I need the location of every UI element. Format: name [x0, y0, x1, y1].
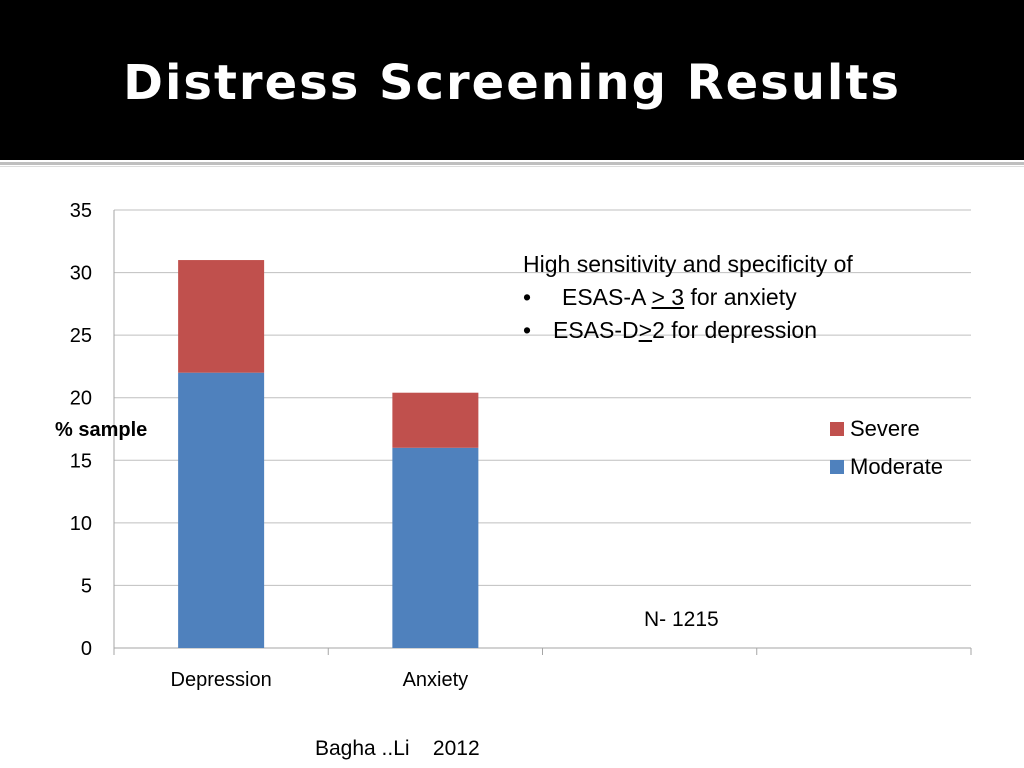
- esas-a-suffix: for anxiety: [684, 284, 797, 310]
- y-tick-label: 25: [70, 325, 92, 347]
- esas-a-threshold: > 3: [651, 284, 685, 310]
- y-tick-label: 15: [70, 450, 92, 472]
- legend-label: Severe: [850, 416, 920, 441]
- sample-size: N- 1215: [644, 608, 719, 631]
- title-bar: Distress Screening Results: [0, 0, 1024, 160]
- esas-d-operator: >: [638, 317, 653, 343]
- chart-legend: Severe Moderate: [830, 410, 943, 486]
- slide-title: Distress Screening Results: [123, 55, 901, 111]
- note-heading: High sensitivity and specificity of: [523, 251, 853, 277]
- sensitivity-note: High sensitivity and specificity of • ESA…: [523, 248, 853, 347]
- x-tick-label: Anxiety: [403, 669, 469, 691]
- note-bullet-esas-d: • ESAS-D>2 for depression: [523, 314, 853, 347]
- y-axis-label: % sample: [55, 419, 148, 441]
- citation: Bagha ..Li 2012: [315, 737, 480, 760]
- legend-swatch: [830, 460, 844, 474]
- bar-severe-anxiety: [392, 392, 479, 448]
- header-divider-thin: [0, 166, 1024, 167]
- y-tick-label: 5: [81, 575, 92, 597]
- y-tick-label: 10: [70, 513, 92, 535]
- bullet-marker: •: [523, 284, 532, 310]
- y-tick-label: 35: [70, 200, 92, 222]
- legend-item-severe: Severe: [830, 410, 943, 448]
- bar-severe-depression: [178, 260, 265, 373]
- x-tick-label: Depression: [171, 669, 272, 691]
- esas-a-prefix: ESAS-A: [562, 284, 652, 310]
- bar-moderate-depression: [178, 372, 265, 648]
- y-tick-label: 20: [70, 388, 92, 410]
- note-bullet-esas-a: • ESAS-A > 3 for anxiety: [523, 281, 853, 314]
- esas-d-suffix: 2 for depression: [652, 317, 818, 343]
- legend-swatch: [830, 422, 844, 436]
- legend-item-moderate: Moderate: [830, 448, 943, 486]
- legend-label: Moderate: [850, 454, 943, 479]
- y-tick-label: 0: [81, 638, 92, 660]
- header-divider: [0, 162, 1024, 165]
- y-tick-label: 30: [70, 263, 92, 285]
- esas-d-prefix: ESAS-D: [553, 317, 639, 343]
- bullet-marker: •: [523, 317, 532, 343]
- bar-moderate-anxiety: [392, 447, 479, 648]
